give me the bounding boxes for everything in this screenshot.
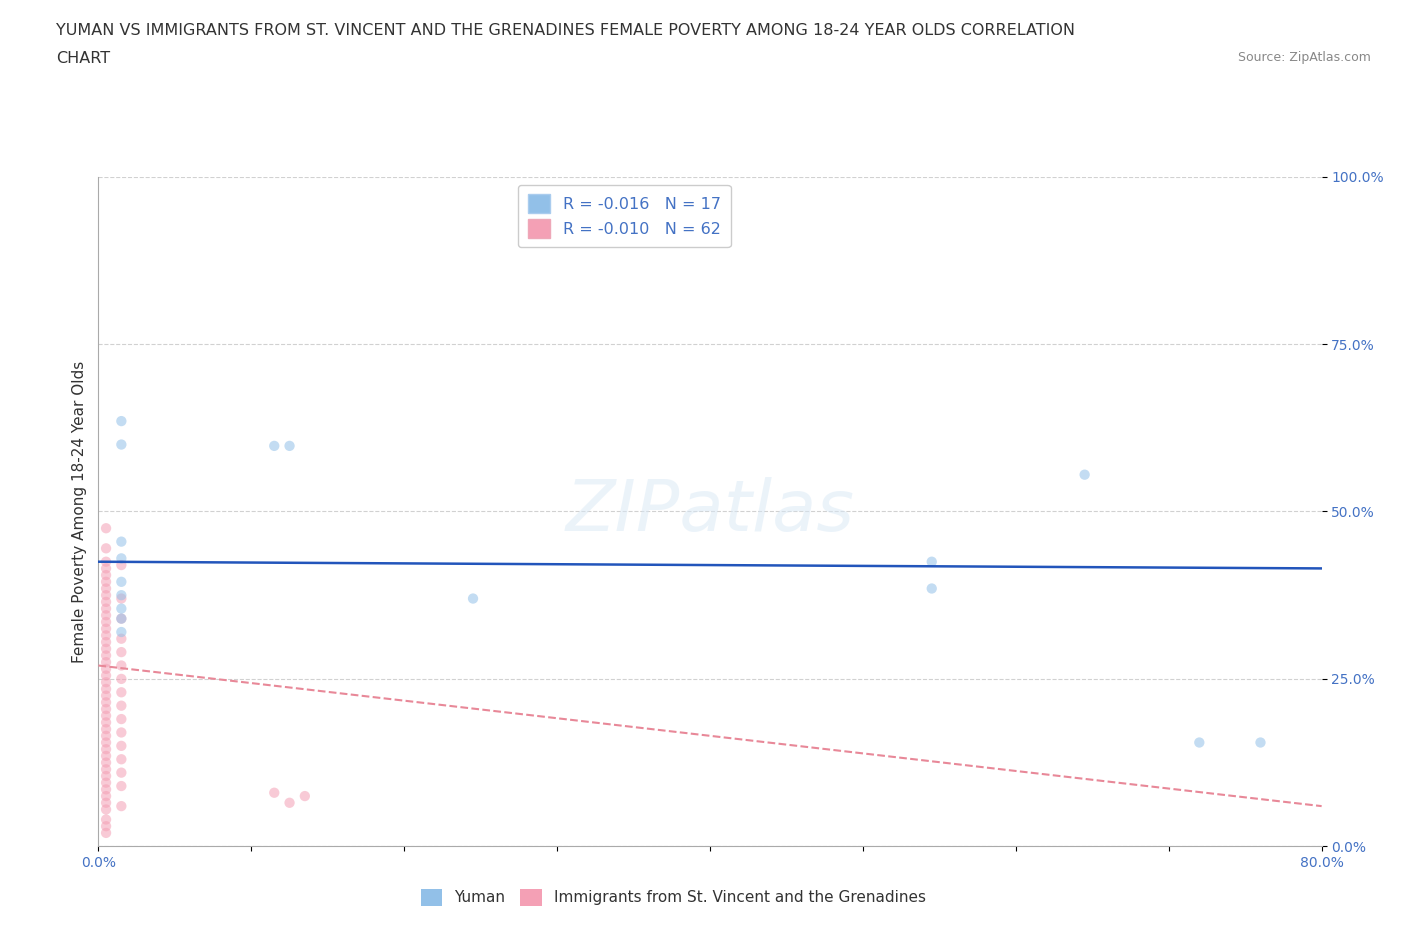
Point	[94, 601, 117, 616]
Point	[94, 749, 117, 764]
Point	[94, 642, 117, 657]
Point	[110, 684, 132, 699]
Point	[110, 671, 132, 686]
Point	[263, 785, 285, 800]
Point	[94, 634, 117, 649]
Point	[94, 581, 117, 596]
Point	[110, 601, 132, 616]
Point	[94, 812, 117, 827]
Point	[94, 628, 117, 643]
Point	[94, 695, 117, 710]
Point	[94, 567, 117, 582]
Point	[110, 575, 132, 590]
Point	[921, 554, 943, 569]
Y-axis label: Female Poverty Among 18-24 Year Olds: Female Poverty Among 18-24 Year Olds	[72, 361, 87, 663]
Point	[94, 818, 117, 833]
Point	[94, 608, 117, 623]
Point	[110, 698, 132, 713]
Text: CHART: CHART	[56, 51, 110, 66]
Point	[278, 438, 301, 453]
Point	[94, 688, 117, 703]
Point	[94, 541, 117, 556]
Text: ZIPatlas: ZIPatlas	[565, 477, 855, 546]
Text: YUMAN VS IMMIGRANTS FROM ST. VINCENT AND THE GRENADINES FEMALE POVERTY AMONG 18-: YUMAN VS IMMIGRANTS FROM ST. VINCENT AND…	[56, 23, 1076, 38]
Point	[110, 414, 132, 429]
Point	[94, 655, 117, 670]
Point	[110, 437, 132, 452]
Point	[94, 648, 117, 663]
Point	[94, 554, 117, 569]
Point	[110, 588, 132, 603]
Point	[94, 561, 117, 576]
Point	[94, 594, 117, 609]
Legend: Yuman, Immigrants from St. Vincent and the Grenadines: Yuman, Immigrants from St. Vincent and t…	[415, 883, 932, 912]
Point	[94, 802, 117, 817]
Point	[921, 581, 943, 596]
Point	[94, 615, 117, 630]
Point	[94, 621, 117, 636]
Point	[1249, 735, 1271, 750]
Point	[110, 725, 132, 740]
Point	[263, 438, 285, 453]
Point	[110, 738, 132, 753]
Point	[110, 611, 132, 626]
Point	[94, 728, 117, 743]
Point	[1073, 467, 1095, 482]
Point	[94, 675, 117, 690]
Point	[294, 789, 316, 804]
Point	[110, 778, 132, 793]
Point	[110, 611, 132, 626]
Point	[461, 591, 484, 606]
Point	[94, 742, 117, 757]
Point	[94, 782, 117, 797]
Point	[94, 768, 117, 783]
Point	[94, 735, 117, 750]
Point	[94, 701, 117, 716]
Point	[94, 795, 117, 810]
Point	[278, 795, 301, 810]
Text: Source: ZipAtlas.com: Source: ZipAtlas.com	[1237, 51, 1371, 64]
Point	[94, 588, 117, 603]
Point	[110, 751, 132, 766]
Point	[94, 722, 117, 737]
Point	[110, 765, 132, 780]
Point	[110, 551, 132, 565]
Point	[94, 776, 117, 790]
Point	[110, 591, 132, 606]
Point	[94, 762, 117, 777]
Point	[94, 755, 117, 770]
Point	[94, 709, 117, 724]
Point	[110, 644, 132, 659]
Point	[110, 558, 132, 573]
Point	[110, 534, 132, 549]
Point	[94, 789, 117, 804]
Point	[94, 661, 117, 676]
Point	[110, 625, 132, 640]
Point	[110, 631, 132, 646]
Point	[110, 658, 132, 673]
Point	[94, 521, 117, 536]
Point	[110, 799, 132, 814]
Point	[1188, 735, 1211, 750]
Point	[94, 826, 117, 841]
Point	[94, 668, 117, 683]
Point	[110, 711, 132, 726]
Point	[94, 715, 117, 730]
Point	[94, 575, 117, 590]
Point	[94, 682, 117, 697]
